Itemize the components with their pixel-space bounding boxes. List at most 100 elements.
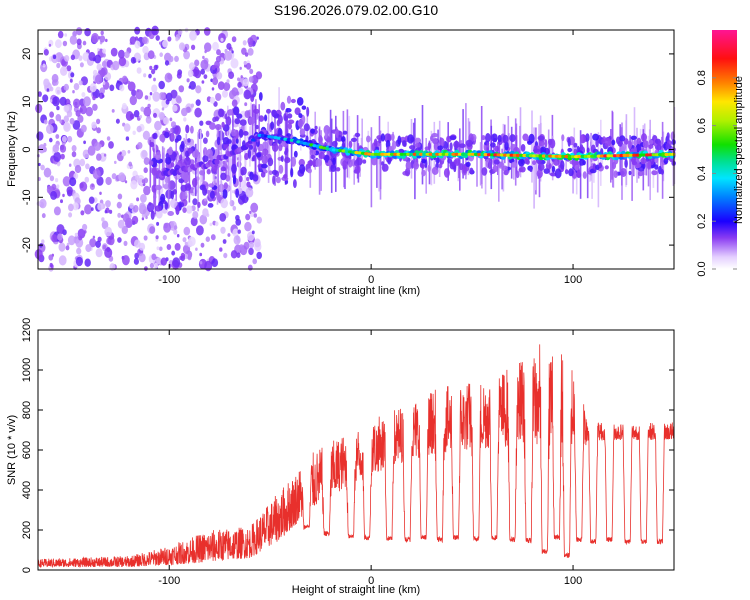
spectrogram-cell xyxy=(175,37,179,42)
spectrogram-cell xyxy=(84,28,91,37)
spectrogram-cell xyxy=(503,170,509,176)
spectrogram-cell xyxy=(355,136,357,160)
spectrogram-cell xyxy=(102,81,106,85)
spectrogram-cell xyxy=(444,152,450,156)
spectrogram-cell xyxy=(132,205,139,213)
spectrogram-cell xyxy=(577,154,582,159)
spectrogram-cell xyxy=(181,44,185,49)
spectrogram-cell xyxy=(195,85,202,94)
spectrogram-cell xyxy=(101,60,107,68)
spectrogram-cell xyxy=(231,50,234,54)
spectrogram-cell xyxy=(454,152,459,156)
spectrogram-cell xyxy=(200,68,205,75)
spectrogram-cell xyxy=(187,69,194,78)
spectrogram-cell xyxy=(564,154,569,159)
spectrogram-cell xyxy=(159,246,163,252)
spectrogram-cell xyxy=(425,152,430,156)
spectrogram-cell xyxy=(222,239,227,244)
spectrogram-cell xyxy=(457,152,463,156)
spectrogram-cell xyxy=(393,152,398,156)
spectrogram-cell xyxy=(135,89,144,100)
spectrogram-cell xyxy=(75,237,84,248)
spectrogram-cell xyxy=(356,115,359,179)
spectrogram-cell xyxy=(76,38,82,46)
spectrogram-cell xyxy=(396,152,401,156)
spectrogram-cell xyxy=(354,132,361,138)
spectrogram-cell xyxy=(199,129,202,187)
spectrogram-cell xyxy=(55,114,62,122)
spectrogram-cell xyxy=(199,214,208,225)
spectrogram-cell xyxy=(601,138,605,145)
spectrogram-cell xyxy=(390,133,395,141)
spectrogram-cell xyxy=(645,153,650,157)
spectrogram-cell xyxy=(267,157,274,167)
spectrogram-cell xyxy=(570,155,576,159)
spectrogram-cell xyxy=(56,105,60,111)
spectrogram-cell xyxy=(80,124,87,133)
spectrogram-cell xyxy=(318,152,325,159)
spectrogram-cell xyxy=(102,48,107,54)
spectrogram-cell xyxy=(155,184,163,190)
spectrogram-cell xyxy=(541,154,547,158)
spectrogram-cell xyxy=(567,155,572,159)
colorbar-tick-label: 0.6 xyxy=(696,118,708,133)
spectrogram-cell xyxy=(204,42,212,52)
spectrogram-cell xyxy=(642,140,649,149)
spectrogram-cell xyxy=(52,144,60,153)
spectrogram-cell xyxy=(199,120,204,126)
spectrogram-cell xyxy=(63,122,71,132)
spectrogram-cell xyxy=(315,158,322,167)
spectrogram-cell xyxy=(492,134,495,162)
spectrogram-cell xyxy=(214,116,219,122)
spectrogram-cell xyxy=(204,198,207,202)
spectrogram-cell xyxy=(430,135,434,142)
spectrogram-cell xyxy=(130,56,136,64)
spectrogram-cell xyxy=(143,106,152,117)
spectrogram-cell xyxy=(247,48,254,56)
spectrogram-cell xyxy=(74,164,82,174)
spectrogram-cell xyxy=(101,67,108,76)
spectrogram-cell xyxy=(116,201,122,209)
spectrogram-cell xyxy=(202,55,205,60)
spectrogram-cell xyxy=(164,131,170,139)
spectrogram-cell xyxy=(573,142,578,148)
spectrogram-cell xyxy=(574,155,579,159)
spectrogram-cell xyxy=(239,119,247,126)
spectrogram-cell xyxy=(231,36,237,43)
spectrogram-cell xyxy=(104,247,113,258)
spectrogram-cell xyxy=(118,49,125,59)
spectrogram-cell xyxy=(82,223,88,231)
spectrogram-cell xyxy=(199,252,203,257)
spectrogram-cell xyxy=(190,216,198,227)
spectrogram-cell xyxy=(592,133,599,141)
spectrogram-cell xyxy=(377,152,382,156)
spectrogram-cell xyxy=(55,134,60,139)
spectrogram-cell xyxy=(167,211,174,216)
spectrogram-cell xyxy=(103,153,107,157)
spectrogram-cell xyxy=(73,98,81,109)
spectrogram-cell xyxy=(306,106,310,117)
spectrogram-cell xyxy=(509,134,516,143)
spectrogram-cell xyxy=(525,159,530,165)
spectrogram-cell xyxy=(330,164,337,172)
spectrogram-cell xyxy=(268,125,271,173)
spectrogram-cell xyxy=(276,119,280,127)
spectrogram-cell xyxy=(357,151,362,155)
spectrogram-cell xyxy=(105,38,108,43)
spectrogram-cell xyxy=(370,127,373,208)
spectrogram-cell xyxy=(178,178,185,184)
spectrogram-cell xyxy=(298,113,303,119)
spectrogram-cell xyxy=(282,174,288,179)
spectrogram-cell xyxy=(449,142,453,151)
spectrogram-cell xyxy=(298,158,305,167)
spectrogram-cell xyxy=(154,166,157,196)
spectrogram-cell xyxy=(617,140,623,147)
spectrogram-cell xyxy=(164,60,170,66)
spectrogram-cell xyxy=(490,142,496,148)
spectrogram-cell xyxy=(129,202,134,209)
spectrogram-cell xyxy=(459,128,461,191)
spectrogram-cell xyxy=(176,234,180,238)
spectrogram-cell xyxy=(235,218,241,226)
spectrogram-cell xyxy=(383,152,388,156)
